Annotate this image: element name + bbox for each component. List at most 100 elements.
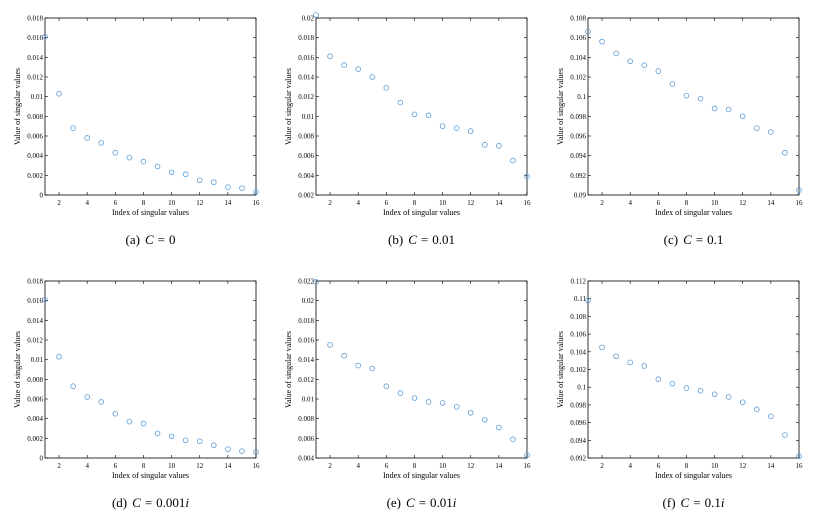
x-tick-label: 14 (767, 462, 775, 470)
data-point (154, 163, 161, 170)
data-point (355, 362, 362, 369)
x-tick-label: 16 (524, 199, 532, 207)
y-tick-label: 0.104 (570, 348, 586, 356)
y-tick-label: 0 (40, 455, 44, 463)
data-point (313, 12, 319, 18)
data-point (313, 279, 319, 285)
x-tick-label: 4 (628, 199, 632, 207)
x-tick-label: 2 (600, 199, 604, 207)
y-tick-label: 0.004 (298, 455, 314, 463)
axes-frame (587, 17, 800, 196)
data-point (112, 149, 119, 156)
data-point (481, 142, 488, 148)
data-point (140, 158, 147, 165)
data-point (510, 157, 516, 164)
data-point (796, 187, 802, 193)
data-point (768, 129, 774, 135)
data-point (655, 376, 662, 383)
data-point (725, 394, 732, 400)
data-point (585, 297, 591, 304)
x-tick-label: 12 (196, 462, 204, 470)
y-tick-label: 0.002 (27, 172, 43, 180)
data-point (725, 106, 732, 113)
y-tick-label: 0.112 (571, 278, 587, 286)
data-point (481, 416, 488, 423)
y-tick-label: 0.018 (298, 317, 314, 325)
y-tick-label: 0.016 (27, 297, 43, 305)
x-axis-label: Index of singular values (112, 208, 189, 217)
data-point (753, 406, 760, 413)
y-tick-label: 0.002 (298, 192, 314, 200)
y-tick-label: 0.004 (27, 415, 43, 423)
data-point (711, 391, 718, 398)
axes-frame (587, 280, 800, 459)
data-point (782, 149, 788, 156)
data-point (768, 413, 774, 420)
y-tick-label: 0.008 (298, 415, 314, 423)
x-tick-label: 6 (385, 199, 389, 207)
y-axis-label: Value of singular values (13, 68, 22, 145)
data-point (154, 430, 161, 437)
subplot-d: 0 0.002 0.004 0.006 0.008 0.01 0.012 0.014 0.016… (13, 278, 260, 511)
data-point (524, 452, 530, 458)
x-tick-label: 14 (495, 199, 503, 207)
subplot-c: 0.09 0.092 0.094 0.096 0.098 0.1 0.102 0.104 0.1… (556, 15, 803, 248)
y-tick-label: 0.094 (570, 437, 586, 445)
data-point (341, 62, 347, 68)
data-point (439, 123, 446, 129)
y-tick-label: 0.004 (27, 152, 43, 160)
data-point (182, 437, 189, 444)
data-point (753, 125, 760, 131)
x-tick-label: 16 (253, 462, 261, 470)
subplot-caption: (f) C = 0.1i (663, 495, 725, 510)
data-point (140, 420, 147, 427)
x-tick-label: 14 (224, 462, 232, 470)
data-point (585, 28, 591, 35)
y-tick-label: 0.106 (570, 331, 586, 339)
y-tick-label: 0.018 (27, 15, 43, 23)
data-point (669, 380, 676, 387)
y-tick-label: 0.01 (31, 356, 44, 364)
y-tick-label: 0.1 (577, 93, 586, 101)
x-axis-label: Index of singular values (655, 208, 732, 217)
y-tick-label: 0.1 (577, 384, 586, 392)
x-tick-label: 4 (356, 199, 360, 207)
y-tick-label: 0.094 (570, 152, 586, 160)
y-tick-label: 0.102 (570, 366, 586, 374)
y-tick-label: 0.106 (570, 34, 586, 42)
data-point (655, 68, 662, 74)
x-tick-label: 2 (600, 462, 604, 470)
x-tick-label: 12 (467, 199, 475, 207)
y-tick-label: 0.102 (570, 74, 586, 82)
data-point (126, 418, 133, 425)
data-point (56, 90, 62, 97)
data-point (683, 92, 690, 99)
data-point (425, 112, 432, 119)
data-point (355, 66, 362, 72)
y-tick-label: 0.012 (298, 376, 314, 384)
data-point (425, 399, 432, 405)
x-tick-label: 8 (413, 462, 417, 470)
y-axis-label: Value of singular values (556, 68, 565, 145)
data-point (42, 33, 48, 40)
data-point (496, 424, 502, 431)
data-point (225, 184, 231, 190)
data-point (225, 446, 231, 452)
data-point (467, 409, 474, 416)
y-tick-label: 0.018 (27, 278, 43, 286)
y-tick-label: 0.01 (31, 93, 44, 101)
x-tick-label: 10 (711, 462, 719, 470)
data-point (383, 383, 390, 390)
y-tick-label: 0.008 (27, 376, 43, 384)
x-tick-label: 16 (796, 462, 804, 470)
data-point (496, 143, 502, 149)
data-point (84, 135, 90, 141)
y-tick-label: 0.016 (298, 54, 314, 62)
y-tick-label: 0.002 (27, 435, 43, 443)
x-tick-label: 4 (356, 462, 360, 470)
data-point (411, 111, 418, 118)
data-point (168, 433, 175, 440)
axes-frame (315, 280, 528, 459)
data-point (739, 399, 746, 406)
x-tick-label: 10 (168, 199, 176, 207)
